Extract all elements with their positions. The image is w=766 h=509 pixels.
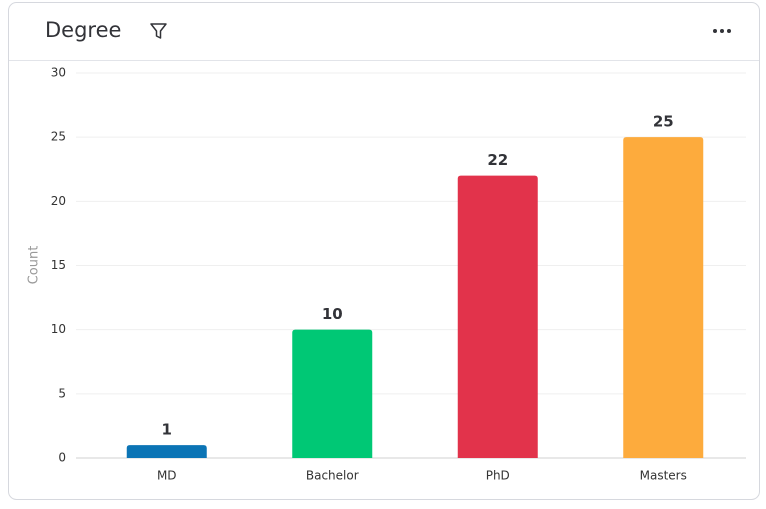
dot (727, 29, 731, 33)
dot (720, 29, 724, 33)
card (8, 2, 760, 500)
value-label: 22 (487, 151, 508, 169)
bar (292, 329, 373, 458)
x-tick-label: Masters (640, 469, 687, 483)
bar (623, 137, 704, 458)
filter-shape (150, 23, 167, 39)
bar (126, 445, 207, 458)
y-tick-label: 10 (51, 322, 66, 336)
chart-title: Degree (45, 18, 121, 42)
value-label: 10 (322, 305, 343, 323)
y-axis-label: Count (27, 246, 42, 285)
x-tick-label: PhD (486, 469, 510, 483)
y-tick-label: 30 (51, 66, 66, 80)
y-tick-label: 20 (51, 194, 66, 208)
value-label: 1 (162, 421, 172, 439)
y-tick-label: 5 (58, 386, 66, 400)
value-label: 25 (653, 113, 674, 131)
y-tick-label: 0 (58, 451, 66, 465)
y-tick-label: 15 (51, 258, 66, 272)
x-tick-label: Bachelor (306, 469, 359, 483)
bar (457, 175, 538, 458)
y-tick-label: 25 (51, 130, 66, 144)
filter-icon[interactable] (150, 23, 167, 39)
dot (713, 29, 717, 33)
menu-button[interactable] (713, 29, 731, 33)
x-tick-label: MD (157, 469, 177, 483)
